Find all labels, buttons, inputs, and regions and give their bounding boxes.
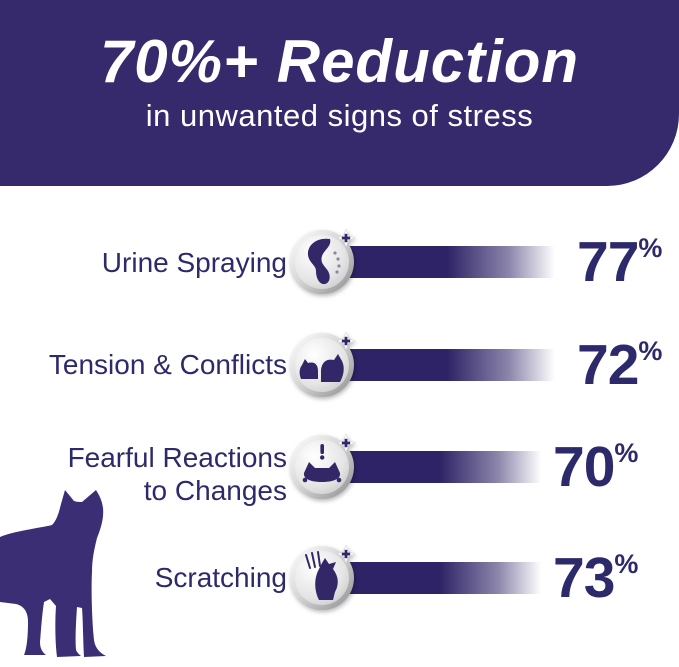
percentage-number: 77 (577, 230, 639, 294)
row-label: Urine Spraying (0, 246, 287, 279)
fearful-cat-icon (289, 433, 356, 500)
row-label-line: to Changes (143, 475, 287, 506)
percent-sign: % (638, 233, 663, 263)
plus-icon (336, 544, 356, 564)
row-label-line: Urine Spraying (101, 247, 287, 278)
cats-conflict-icon (289, 331, 356, 398)
gradient-bar (322, 246, 562, 278)
plus-icon (336, 331, 356, 351)
percentage-number: 72 (577, 333, 639, 397)
percentage-value: 73% (553, 550, 638, 607)
plus-icon (336, 433, 356, 453)
gradient-bar (322, 451, 548, 483)
percent-sign: % (614, 549, 639, 579)
row-label-line: Scratching (154, 562, 287, 593)
gradient-bar (322, 349, 562, 381)
cat-silhouette (0, 490, 106, 657)
percentage-value: 72% (577, 337, 662, 394)
header-banner: 70%+ Reduction in unwanted signs of stre… (0, 0, 679, 186)
gradient-bar (322, 562, 548, 594)
percent-sign: % (614, 438, 639, 468)
row-label: Scratching (0, 561, 287, 594)
cat-spraying-icon (289, 228, 356, 295)
percentage-value: 77% (577, 234, 662, 291)
row-label-line: Fearful Reactions (67, 442, 287, 473)
percent-sign: % (638, 336, 663, 366)
percentage-value: 70% (553, 439, 638, 496)
plus-icon (336, 228, 356, 248)
subheadline: in unwanted signs of stress (145, 98, 534, 133)
row-label: Tension & Conflicts (0, 348, 287, 381)
cat-scratching-icon (289, 544, 356, 611)
percentage-number: 70 (553, 435, 615, 499)
headline: 70%+ Reduction (99, 28, 580, 95)
row-label: Fearful Reactions to Changes (0, 441, 287, 507)
percentage-number: 73 (553, 546, 615, 610)
row-label-line: Tension & Conflicts (48, 349, 287, 380)
